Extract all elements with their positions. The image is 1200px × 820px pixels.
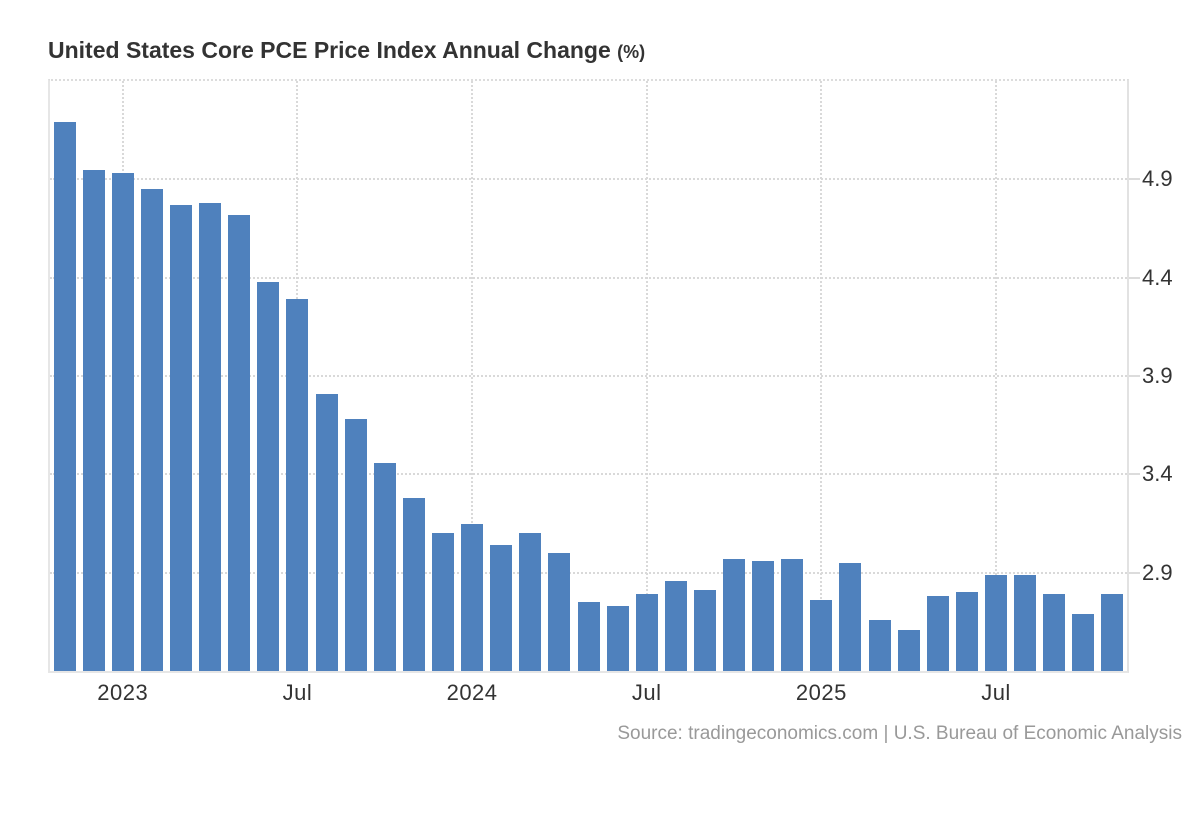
bar-jul-2025[interactable]: [985, 574, 1007, 671]
bar-jun-2023[interactable]: [257, 281, 280, 671]
gridline-h-4.9: [50, 178, 1127, 181]
bar-dec-2022[interactable]: [82, 169, 105, 671]
x-axis-label-jul-2024: Jul: [631, 680, 662, 705]
gridline-h-4.4: [50, 276, 1127, 279]
chart-title-text: United States Core PCE Price Index Annua…: [48, 37, 611, 63]
bar-apr-2023[interactable]: [199, 202, 222, 671]
bar-may-2025[interactable]: [926, 596, 949, 671]
bar-sep-2023[interactable]: [344, 419, 367, 671]
y-axis-label-4.4: 4.4: [1142, 264, 1173, 290]
bar-oct-2024[interactable]: [723, 558, 746, 671]
y-axis-label-3.9: 3.9: [1142, 363, 1173, 388]
gridline-h-3.4: [50, 473, 1127, 476]
bar-jan-2024[interactable]: [461, 523, 484, 671]
y-tick-mark-2.9: [1129, 571, 1140, 574]
bar-apr-2025[interactable]: [897, 629, 920, 671]
x-axis-label-jul-2023: Jul: [282, 680, 313, 705]
bar-feb-2025[interactable]: [839, 562, 862, 671]
bar-jun-2025[interactable]: [955, 592, 978, 671]
gridline-v-jul-2024: [645, 81, 648, 671]
bar-feb-2024[interactable]: [490, 545, 513, 671]
bar-dec-2024[interactable]: [781, 558, 804, 671]
bar-mar-2025[interactable]: [868, 619, 891, 671]
gridline-v-jan-2024: [471, 81, 474, 671]
bar-jun-2024[interactable]: [606, 606, 629, 671]
gridline-v-jul-2025: [995, 81, 997, 671]
bar-sep-2024[interactable]: [693, 590, 716, 671]
bar-aug-2024[interactable]: [664, 580, 687, 671]
x-axis-label-jul-2025: Jul: [981, 680, 1011, 705]
bar-may-2024[interactable]: [577, 602, 600, 671]
bar-jul-2023[interactable]: [286, 299, 309, 671]
bar-feb-2023[interactable]: [140, 189, 163, 671]
bar-dec-2023[interactable]: [431, 533, 454, 671]
bar-jan-2025[interactable]: [810, 600, 833, 671]
bar-oct-2025[interactable]: [1072, 613, 1095, 671]
bar-nov-2022[interactable]: [53, 122, 76, 671]
gridline-h-3.9: [50, 375, 1127, 377]
bar-mar-2023[interactable]: [169, 204, 192, 671]
bar-jan-2023[interactable]: [111, 173, 134, 671]
source-attribution: Source: tradingeconomics.com | U.S. Bure…: [617, 723, 1182, 744]
y-tick-mark-4.9: [1129, 178, 1140, 181]
gridline-h-2.9: [50, 571, 1127, 574]
y-axis-label-3.4: 3.4: [1142, 461, 1173, 487]
bar-aug-2023[interactable]: [315, 393, 338, 671]
y-tick-mark-4.4: [1129, 276, 1140, 279]
bar-jul-2024[interactable]: [635, 594, 658, 671]
bar-mar-2024[interactable]: [519, 533, 542, 671]
chart-title-unit: (%): [617, 42, 646, 62]
plot-area[interactable]: [48, 79, 1129, 673]
chart-title: United States Core PCE Price Index Annua…: [48, 37, 645, 64]
bar-nov-2024[interactable]: [752, 560, 775, 671]
y-axis-label-2.9: 2.9: [1142, 559, 1173, 585]
bar-may-2023[interactable]: [228, 214, 251, 671]
bar-apr-2024[interactable]: [548, 553, 571, 671]
bar-nov-2023[interactable]: [402, 497, 425, 671]
x-axis-label-jan-2024: 2024: [446, 680, 498, 705]
y-tick-mark-3.4: [1129, 473, 1140, 476]
x-axis-label-jan-2025: 2025: [795, 680, 847, 705]
bar-oct-2023[interactable]: [373, 462, 396, 671]
bar-nov-2025[interactable]: [1101, 594, 1124, 671]
x-axis-label-jan-2023: 2023: [97, 680, 149, 705]
gridline-v-jan-2025: [820, 81, 823, 671]
y-tick-mark-3.9: [1129, 375, 1140, 377]
bar-aug-2025[interactable]: [1014, 574, 1037, 671]
y-axis-label-4.9: 4.9: [1142, 166, 1173, 192]
bar-sep-2025[interactable]: [1043, 594, 1066, 671]
